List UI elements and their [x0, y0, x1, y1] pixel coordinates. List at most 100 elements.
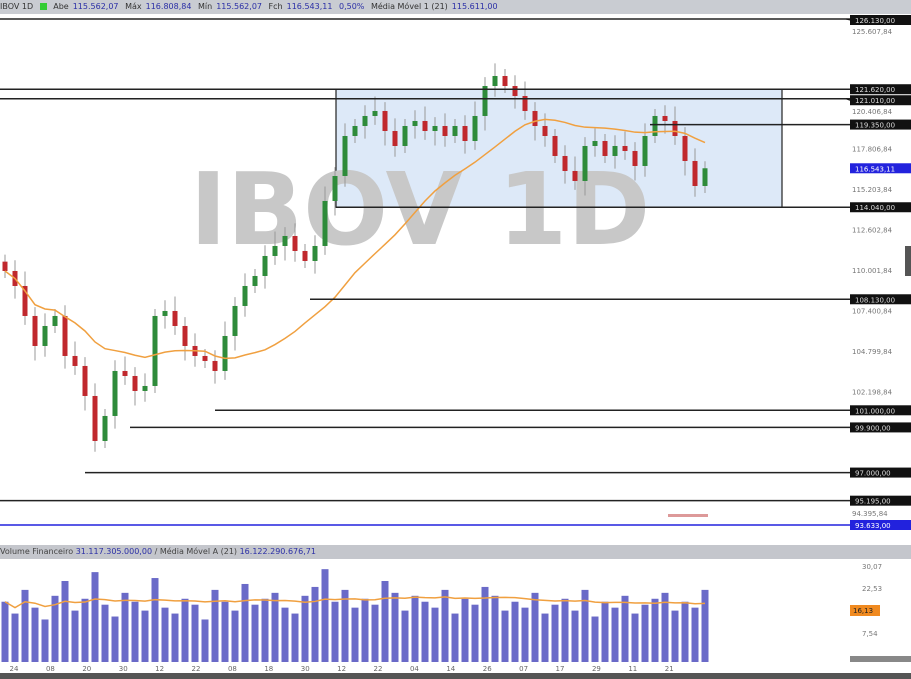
candle — [282, 235, 288, 246]
volume-bar — [261, 598, 269, 662]
candle — [352, 126, 358, 136]
volume-bar — [31, 607, 39, 662]
x-tick-label: 08 — [46, 665, 55, 673]
ma-value: 115.611,00 — [451, 2, 498, 11]
volume-bar — [341, 589, 349, 662]
volume-bar — [521, 607, 529, 662]
volume-bar — [561, 598, 569, 662]
x-tick-label: 22 — [374, 665, 383, 673]
lowest-tag — [850, 520, 911, 530]
candle — [142, 385, 148, 391]
candle — [652, 115, 658, 136]
y-tick-label: 117.806,84 — [852, 146, 893, 154]
volume-bar — [501, 610, 509, 662]
x-axis: 24 08 20 30 12 22 08 18 30 12 22 04 14 26 07 17 29 11 21 — [10, 665, 674, 673]
candle — [222, 335, 228, 371]
volume-bar — [231, 610, 239, 662]
volume-bar — [151, 578, 159, 662]
candle — [562, 155, 568, 171]
volume-bar — [81, 598, 89, 662]
volume-bar — [571, 610, 579, 662]
low-label: Mín — [197, 2, 213, 11]
volume-bar — [491, 595, 499, 662]
volume-bar — [441, 589, 449, 662]
candle — [292, 235, 298, 251]
level-tag — [850, 95, 911, 106]
candle — [612, 145, 618, 156]
candle — [22, 285, 28, 316]
volume-bar — [621, 595, 629, 662]
volume-bar — [691, 607, 699, 662]
candle — [452, 126, 458, 136]
x-tick-label: 20 — [82, 665, 91, 673]
volume-ma-label: Média Móvel A (21) — [159, 547, 238, 556]
volume-header: Volume Financeiro 31.117.305.000,00 / Mé… — [0, 545, 911, 559]
candle — [522, 95, 528, 111]
high-label: Máx — [125, 2, 142, 11]
close-value: 116.543,11 — [286, 2, 333, 11]
volume-bar — [681, 601, 689, 662]
price-chart[interactable]: IBOV 1D 126.130,00 125.607,84 121.620,00 121… — [0, 14, 911, 545]
volume-bar — [631, 613, 639, 662]
candle — [2, 261, 8, 271]
volume-bar — [71, 610, 79, 662]
volume-bar — [641, 604, 649, 662]
candle — [372, 110, 378, 116]
volume-bar — [111, 616, 119, 662]
candle — [342, 135, 348, 176]
level-label: 119.350,00 — [855, 122, 895, 130]
moving-average-line — [4, 118, 706, 360]
candle — [322, 200, 328, 246]
level-tag — [850, 294, 911, 305]
volume-tick-label: 30,07 — [862, 563, 882, 571]
volume-scroll — [850, 656, 911, 662]
level-label: 99.900,00 — [855, 424, 891, 432]
volume-bar — [21, 589, 29, 662]
candle — [62, 315, 68, 356]
volume-bar — [511, 601, 519, 662]
y-tick-label: 107.400,84 — [852, 308, 893, 316]
candle — [182, 325, 188, 346]
level-tag — [850, 422, 911, 433]
level-label: 126.130,00 — [855, 17, 895, 25]
candle — [312, 245, 318, 261]
volume-bar — [651, 598, 659, 662]
volume-bar — [61, 581, 69, 662]
level-connector — [845, 98, 851, 101]
candle — [552, 135, 558, 156]
x-tick-label: 21 — [665, 665, 674, 673]
x-tick-label: 30 — [301, 665, 310, 673]
volume-tick-label: 7,54 — [862, 630, 878, 638]
candle — [162, 310, 168, 316]
volume-chart[interactable]: 30,07 22,53 7,54 16,13 — [0, 559, 911, 662]
volume-bar — [361, 598, 369, 662]
candle — [202, 355, 208, 361]
volume-bar — [611, 607, 619, 662]
volume-bar — [221, 601, 229, 662]
x-tick-label: 14 — [446, 665, 455, 673]
candle — [272, 245, 278, 256]
level-tag — [850, 84, 911, 95]
candle — [632, 150, 638, 166]
candle — [512, 86, 518, 96]
scrollbar[interactable] — [0, 673, 911, 679]
volume-bar — [461, 598, 469, 662]
volume-bar — [91, 572, 99, 662]
y-tick-label: 94.395,84 — [852, 510, 888, 518]
candle — [622, 145, 628, 151]
y-tick-label: 115.203,84 — [852, 186, 893, 194]
ma-label: Média Móvel 1 (21) — [370, 2, 448, 11]
level-tag — [850, 467, 911, 478]
candle — [702, 168, 708, 186]
candle — [662, 115, 668, 121]
marker — [668, 514, 708, 517]
volume-bar — [411, 595, 419, 662]
candle — [542, 126, 548, 136]
volume-bar — [171, 613, 179, 662]
symbol-label[interactable]: IBOV 1D — [0, 2, 34, 11]
candle — [602, 140, 608, 156]
volume-bar — [141, 610, 149, 662]
candle — [132, 375, 138, 391]
volume-bar — [251, 604, 259, 662]
volume-bar — [371, 604, 379, 662]
